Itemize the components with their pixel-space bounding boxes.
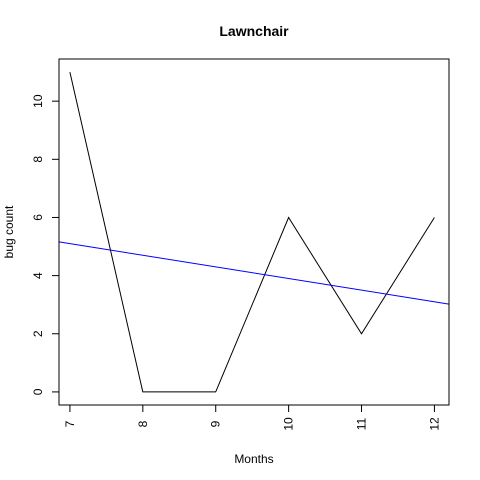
x-tick-label: 8: [136, 420, 150, 427]
chart-title: Lawnchair: [219, 23, 289, 39]
x-tick-label: 10: [282, 417, 296, 431]
y-tick-label: 4: [31, 272, 45, 279]
y-tick-label: 6: [31, 214, 45, 221]
series-line: [69, 71, 435, 393]
y-tick-label: 0: [31, 388, 45, 395]
y-axis-label: bug count: [2, 205, 16, 258]
x-tick-label: 7: [63, 420, 77, 427]
x-axis: 7 8 9 10 11 12: [63, 405, 441, 431]
x-axis-label: Months: [234, 452, 273, 466]
x-tick-label: 9: [209, 420, 223, 427]
y-axis: 0 2 4 6 8 10: [31, 94, 59, 395]
x-tick-label: 12: [427, 417, 441, 431]
trend-line: [58, 241, 450, 305]
plot-frame: [58, 58, 450, 406]
y-tick-label: 2: [31, 330, 45, 337]
plot-area: [58, 71, 450, 393]
y-tick-label: 10: [31, 94, 45, 108]
x-tick-label: 11: [355, 417, 369, 430]
y-tick-label: 8: [31, 156, 45, 163]
